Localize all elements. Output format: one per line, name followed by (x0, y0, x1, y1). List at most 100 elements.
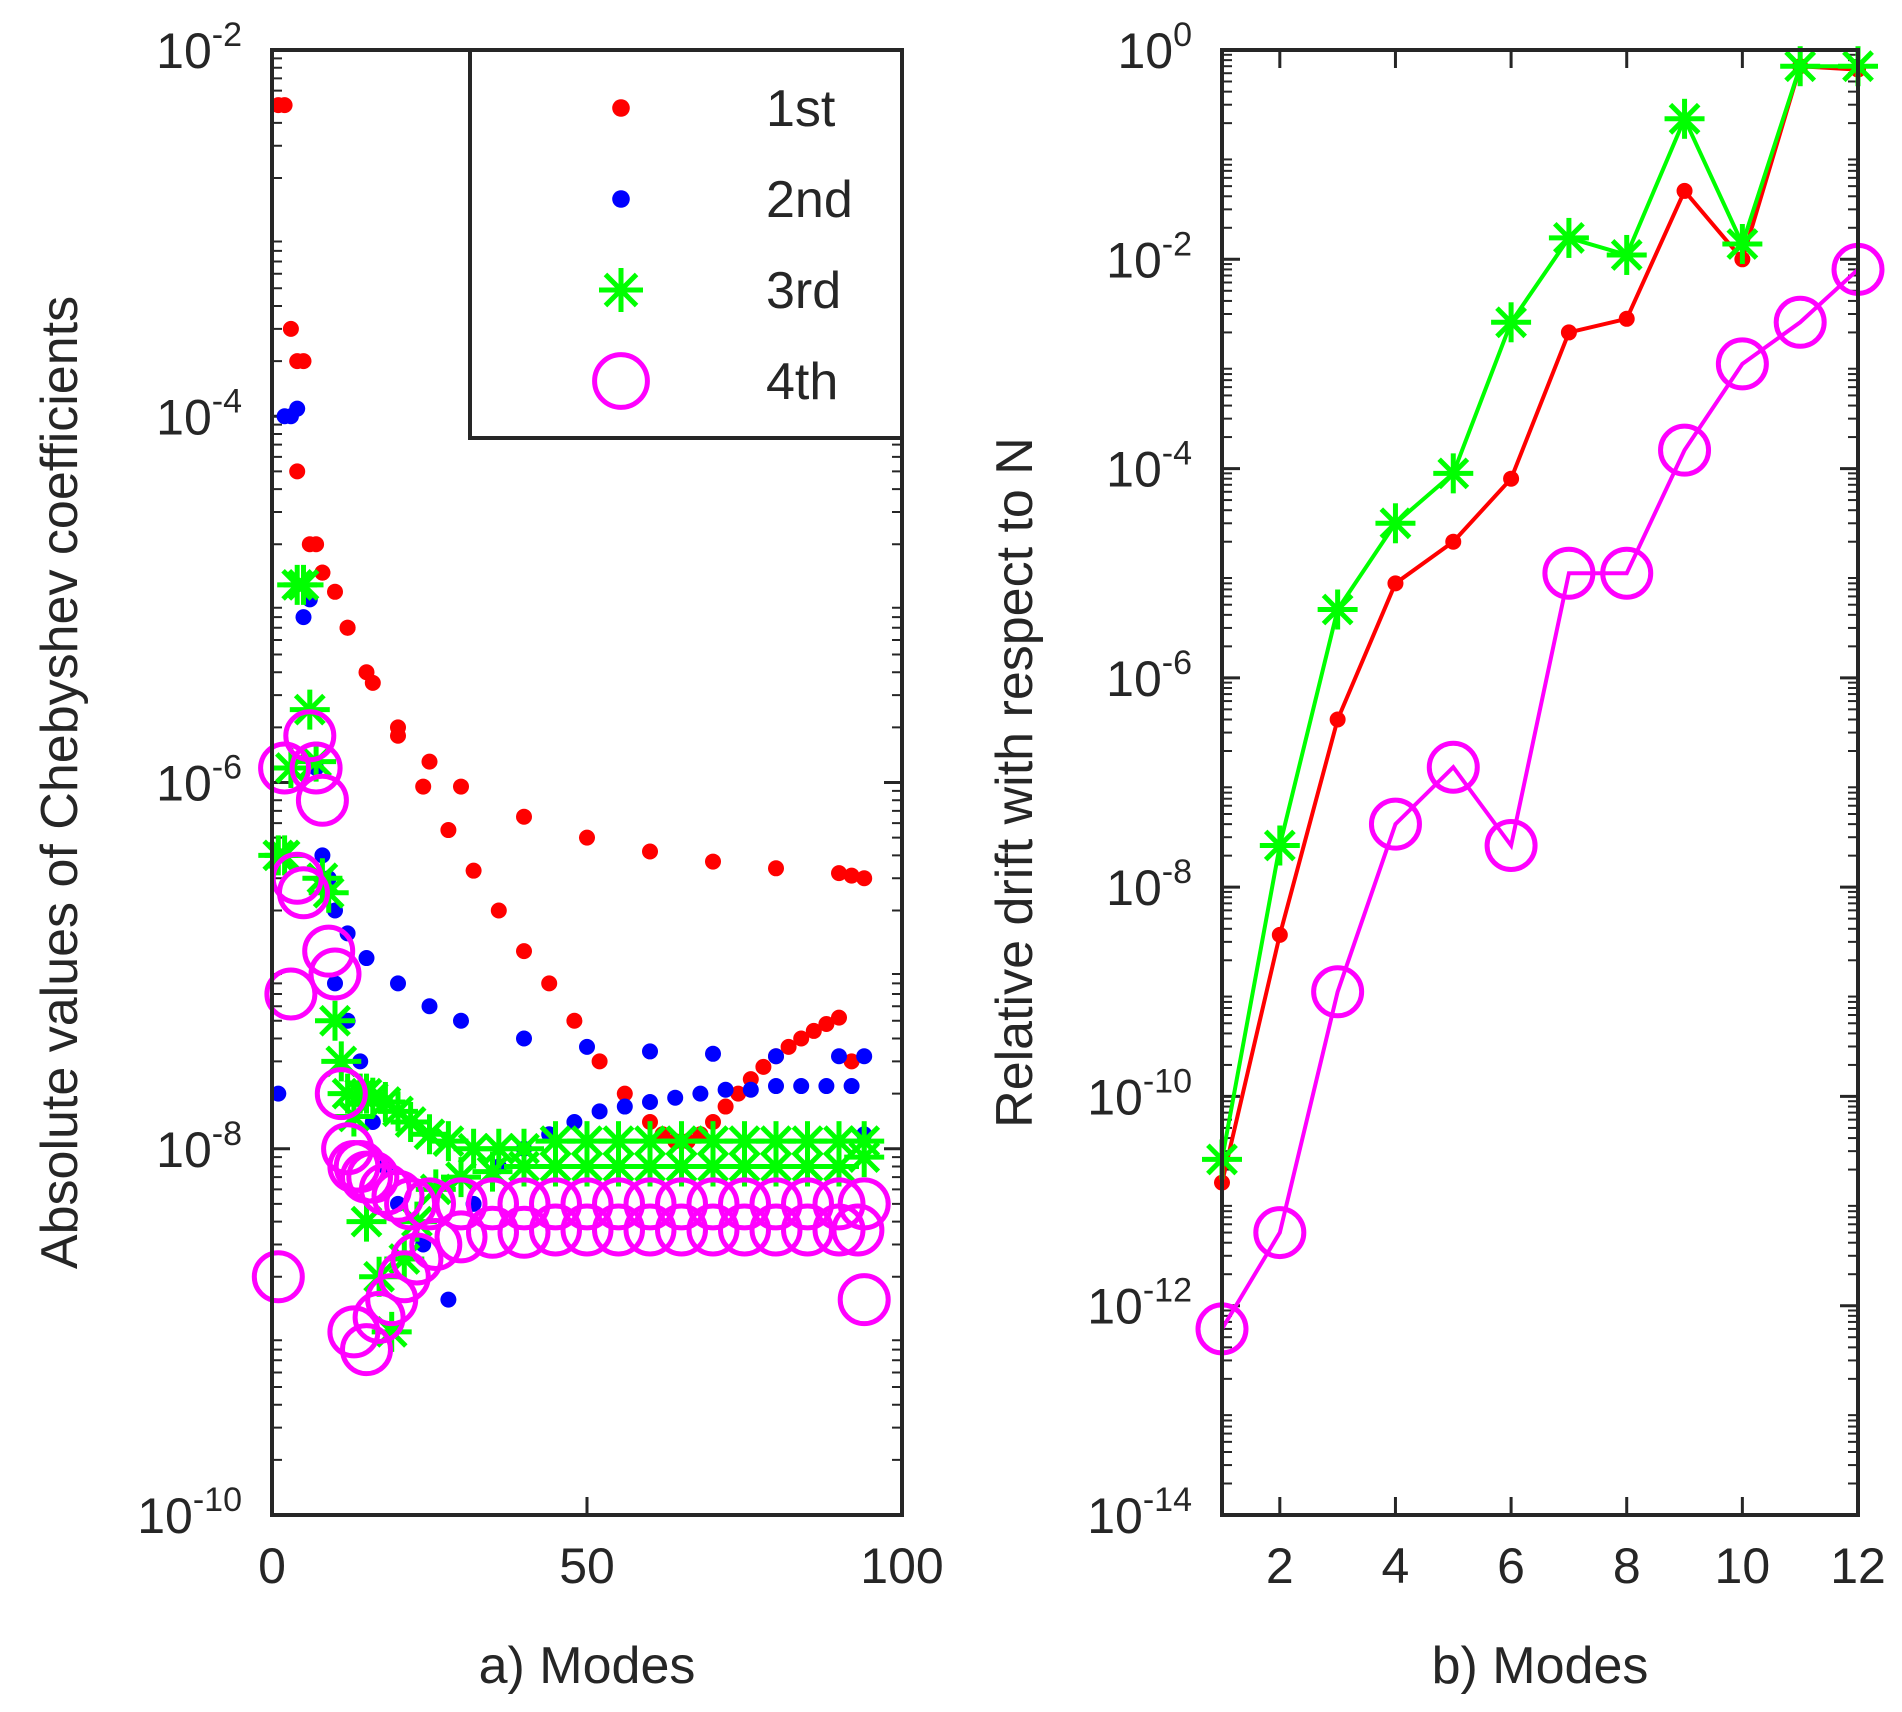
minor-ticks (1222, 53, 1858, 1485)
data-point (592, 352, 650, 410)
legend-box (468, 48, 904, 440)
data-point (591, 1103, 608, 1120)
data-point (818, 1078, 835, 1095)
data-point (812, 1177, 866, 1231)
x-tick-label: 10 (1715, 1538, 1771, 1594)
data-point (516, 1030, 532, 1047)
data-point (314, 847, 331, 864)
data-point (768, 1078, 784, 1095)
data-point (1484, 819, 1538, 873)
data-point (289, 400, 306, 417)
data-point (340, 1323, 393, 1377)
y-tick-label: 100 (1117, 16, 1192, 79)
star-stroke (603, 272, 639, 308)
data-point (686, 1203, 740, 1257)
star-stroke (1379, 507, 1412, 540)
data-point (623, 1177, 677, 1231)
star-stroke (1495, 306, 1528, 339)
data-point (465, 862, 482, 879)
data-point (1676, 182, 1693, 199)
data-point (529, 1203, 582, 1257)
data-point (289, 741, 343, 795)
data-point (415, 778, 432, 795)
y-tick-label: 10-8 (1106, 853, 1192, 916)
y-tick-label: 10-14 (1087, 1481, 1192, 1544)
data-point (566, 1012, 583, 1029)
data-point (566, 1113, 583, 1130)
legend-label: 4th (766, 353, 838, 411)
data-point (283, 709, 337, 763)
data-point (1491, 302, 1532, 343)
panel-b-chart: 10-14 10-12 10-10 10-8 10-6 10-4 10-2 100 2 4 6 8 10… (986, 16, 1886, 1695)
data-point (1780, 46, 1821, 87)
star-stroke (571, 1125, 603, 1158)
data-point (1317, 589, 1358, 630)
y-tick-label: 10-10 (1087, 1062, 1192, 1125)
data-point (421, 998, 438, 1015)
legend: 1st 2nd 3rd 4th (468, 48, 904, 440)
star-stroke (445, 1161, 477, 1194)
data-point (371, 1169, 425, 1223)
data-point (258, 741, 312, 795)
data-point (780, 1038, 797, 1055)
data-point (377, 1250, 431, 1304)
data-point (805, 1022, 822, 1039)
star-stroke (634, 1125, 666, 1158)
data-point (1548, 217, 1589, 258)
y-tick-label: 10-8 (156, 1115, 242, 1178)
star-stroke (419, 1173, 452, 1206)
data-point (315, 1000, 355, 1041)
y-tick-label: 10-12 (1087, 1272, 1192, 1335)
data-point (1664, 98, 1705, 139)
star-stroke (457, 1132, 490, 1165)
series-line (1220, 64, 1858, 1160)
data-point (717, 1081, 734, 1098)
data-point (295, 353, 312, 370)
star-stroke (1726, 228, 1759, 260)
data-point (560, 1203, 614, 1257)
x-tick-label: 100 (860, 1538, 943, 1594)
star-stroke (848, 1141, 881, 1174)
star-stroke (394, 1106, 427, 1138)
data-point (358, 950, 375, 967)
data-point (831, 1048, 847, 1065)
data-point (1271, 926, 1288, 943)
star-stroke (634, 1150, 666, 1183)
data-point (497, 1205, 551, 1259)
data-point (768, 860, 784, 877)
star-stroke (760, 1125, 792, 1158)
star-stroke (1437, 457, 1470, 490)
data-point (1715, 337, 1769, 391)
data-point (844, 1137, 885, 1178)
star-stroke (287, 568, 320, 601)
star-stroke (760, 1150, 792, 1183)
data-point (308, 947, 362, 1001)
x-axis-label: a) Modes (479, 1637, 696, 1695)
y-tick-label: 10-2 (156, 16, 242, 79)
x-tick-label: 6 (1497, 1538, 1525, 1594)
y-tick-label: 10-6 (156, 749, 242, 812)
star-stroke (1263, 829, 1296, 862)
data-point (314, 564, 331, 581)
data-point (655, 1177, 708, 1231)
data-point (535, 1146, 576, 1187)
series-4th (1195, 242, 1885, 1356)
data-point (831, 1009, 847, 1026)
data-point (1503, 470, 1520, 487)
data-point (560, 1177, 614, 1231)
data-point (434, 1210, 488, 1264)
data-point (616, 1085, 633, 1102)
data-point (516, 943, 532, 960)
data-point (793, 1030, 810, 1047)
data-point (730, 1085, 747, 1102)
star-stroke (728, 1150, 761, 1183)
star-stroke (602, 1150, 635, 1183)
data-point (843, 1078, 860, 1095)
data-point (1368, 797, 1422, 851)
data-point (403, 1177, 456, 1231)
x-axis-label: b) Modes (1432, 1637, 1649, 1695)
star-stroke (697, 1125, 729, 1158)
x-tick-label: 2 (1266, 1538, 1294, 1594)
star-stroke (413, 1118, 446, 1151)
